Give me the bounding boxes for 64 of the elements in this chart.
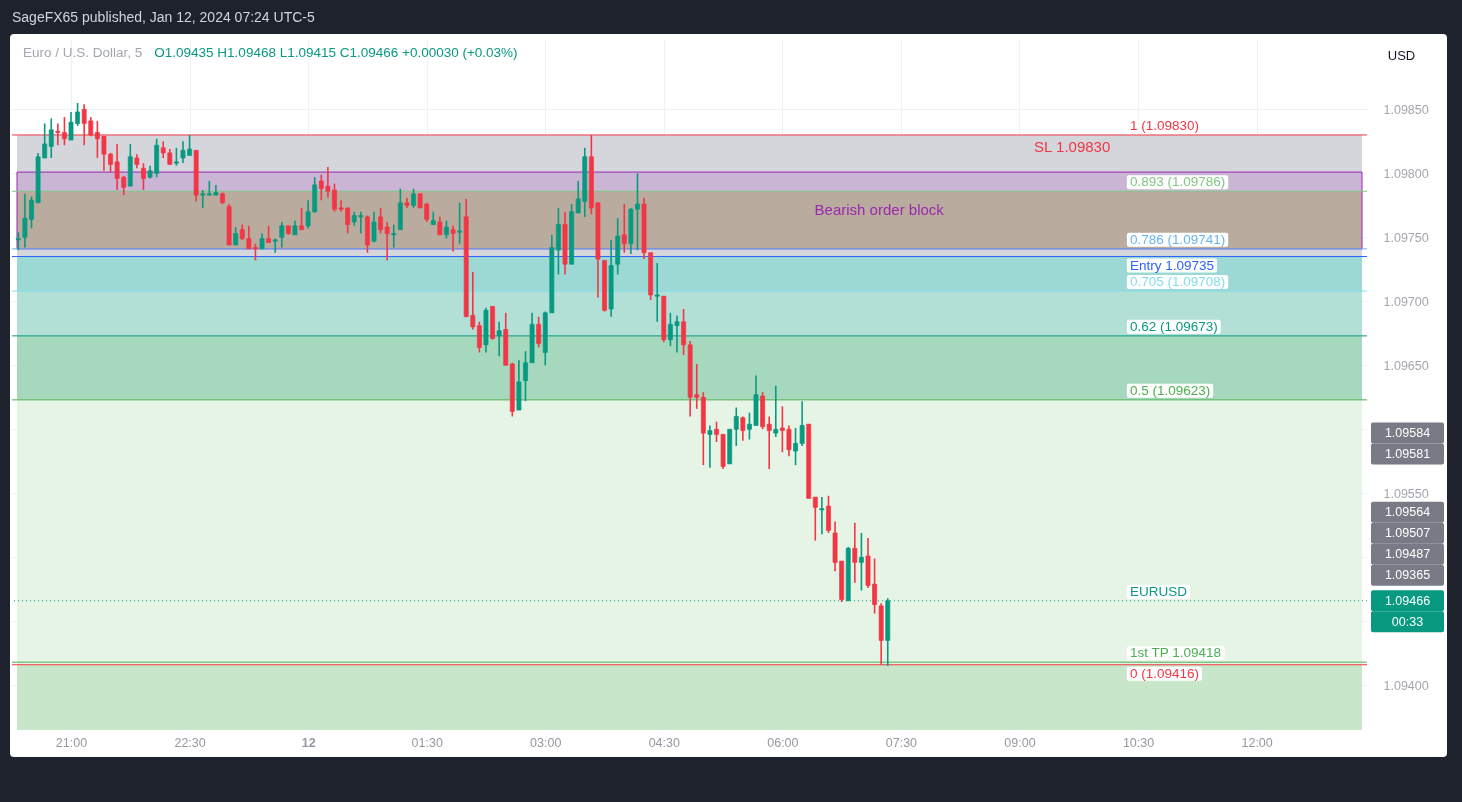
candlestick <box>272 237 278 254</box>
text: 1.09584 <box>1384 426 1431 441</box>
candlestick <box>733 406 739 447</box>
text: 1.09365 <box>1384 568 1431 583</box>
ref-line-label: 0.5 (1.09623) <box>1129 382 1211 398</box>
candlestick <box>450 225 456 253</box>
ref-line-label: 0.786 (1.09741) <box>1129 231 1226 247</box>
candlestick <box>299 207 304 231</box>
candlestick <box>740 415 746 442</box>
x-tick-label: 06:00 <box>767 735 799 750</box>
x-tick-label: 12 <box>301 735 316 750</box>
candlestick <box>371 210 377 244</box>
x-tick-label: 21:00 <box>55 735 88 750</box>
candlestick <box>141 162 146 191</box>
ref-line-label: Entry 1.09735 <box>1129 257 1214 273</box>
ref-line-label: 0.893 (1.09786) <box>1129 174 1226 190</box>
candlestick <box>536 315 542 349</box>
x-tick-label: 22:30 <box>174 735 206 750</box>
x-tick-label: 04:30 <box>648 735 680 750</box>
ref-line-label: 0 (1.09416) <box>1129 665 1199 681</box>
x-tick-label: 12:00 <box>1241 735 1273 750</box>
annotation: 00:33 <box>1391 614 1424 629</box>
candlestick <box>707 424 713 469</box>
y-tick-label: 1.09700 <box>1383 294 1429 309</box>
ref-line-label: 1st TP 1.09418 <box>1129 645 1221 661</box>
text: SageFX65 published, Jan 12, 2024 07:24 UTC-5 <box>12 8 315 26</box>
candlestick <box>279 221 285 249</box>
ref-line-label: 0.705 (1.09708) <box>1129 274 1226 290</box>
chart-subtitle: O1.09435 H1.09468 L1.09415 C1.09466 +0.00030 (+0.03%) <box>154 45 518 60</box>
band-label: Bearish order block <box>814 201 945 219</box>
text: 1.09581 <box>1384 447 1431 462</box>
text: 1.09564 <box>1384 505 1431 520</box>
x-tick-label: 09:00 <box>1004 735 1036 750</box>
ref-line-label: 0.62 (1.09673) <box>1129 318 1218 334</box>
annotation: SL 1.09830 <box>1034 137 1111 155</box>
candlestick <box>654 262 660 323</box>
candlestick <box>200 189 206 209</box>
candlestick <box>859 532 864 592</box>
y-tick-label: 1.09850 <box>1383 102 1429 117</box>
candlestick <box>48 117 54 159</box>
annotation: 1.09466 <box>1384 593 1431 608</box>
y-tick-label: 1.09800 <box>1383 166 1429 181</box>
candlestick <box>621 203 627 254</box>
candlestick <box>773 384 779 438</box>
chart-title: Euro / U.S. Dollar, 5 <box>23 45 143 60</box>
y-tick-label: 1.09400 <box>1383 678 1429 693</box>
candlestick <box>819 496 825 536</box>
candlestick <box>812 496 818 542</box>
candlestick <box>457 201 463 245</box>
candlestick <box>411 187 416 209</box>
candlestick <box>391 223 397 249</box>
y-axis-title: USD <box>1387 47 1416 63</box>
x-tick-label: 10:30 <box>1122 735 1155 750</box>
ref-line-label: 1 (1.09830) <box>1129 117 1199 133</box>
y-tick-label: 1.09550 <box>1383 486 1429 501</box>
text: 1.09507 <box>1384 526 1431 541</box>
y-tick-label: 1.09650 <box>1383 358 1429 373</box>
x-tick-label: 01:30 <box>411 735 443 750</box>
x-tick-label: 03:00 <box>530 735 562 750</box>
y-tick-label: 1.09750 <box>1383 230 1429 245</box>
text: 1.09487 <box>1384 547 1431 562</box>
ref-line-label: EURUSD <box>1129 583 1188 599</box>
x-tick-label: 07:30 <box>885 735 918 750</box>
candlestick <box>852 521 858 584</box>
